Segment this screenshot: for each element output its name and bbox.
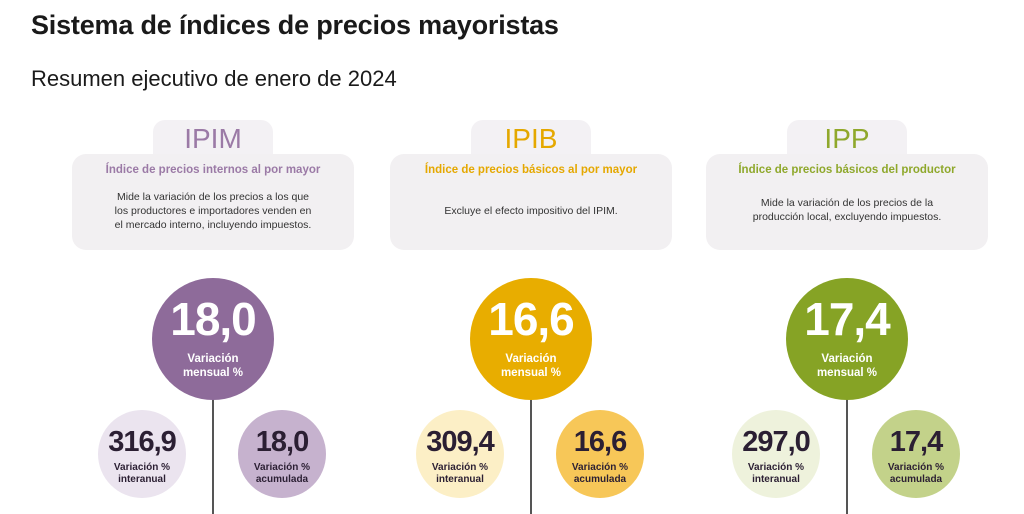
cumulative-variation-label: Variación % acumulada xyxy=(571,462,629,485)
cumulative-variation-label: Variación % acumulada xyxy=(887,462,945,485)
index-heading: Índice de precios básicos al por mayor xyxy=(424,164,638,176)
index-column-ipib: IPIB Índice de precios básicos al por ma… xyxy=(390,120,672,514)
index-code-tab: IPIM xyxy=(153,120,273,158)
index-description-card: Índice de precios básicos del productor … xyxy=(706,154,988,250)
yearly-variation-circle: 316,9 Variación % interanual xyxy=(98,410,186,498)
yearly-variation-value: 316,9 xyxy=(108,426,177,458)
index-code-tab: IPP xyxy=(787,120,907,158)
description-line: producción local, excluyendo impuestos. xyxy=(752,211,942,223)
index-description: Mide la variación de los precios de la p… xyxy=(718,196,976,224)
index-description-card: Índice de precios básicos al por mayor E… xyxy=(390,154,672,250)
index-description-card: Índice de precios internos al por mayor … xyxy=(72,154,354,250)
yearly-variation-value: 309,4 xyxy=(426,426,495,458)
cumulative-variation-circle: 16,6 Variación % acumulada xyxy=(556,410,644,498)
index-heading: Índice de precios básicos del productor xyxy=(738,164,956,176)
connector-line xyxy=(846,390,848,514)
description-line: el mercado interno, incluyendo impuestos… xyxy=(114,219,312,231)
yearly-variation-label: Variación % interanual xyxy=(431,462,489,485)
monthly-variation-circle: 16,6 Variación mensual % xyxy=(470,278,592,400)
cumulative-variation-value: 17,4 xyxy=(889,426,943,458)
page-title: Sistema de índices de precios mayoristas xyxy=(31,10,559,40)
cumulative-variation-circle: 17,4 Variación % acumulada xyxy=(872,410,960,498)
cumulative-variation-value: 18,0 xyxy=(255,426,309,458)
yearly-variation-circle: 297,0 Variación % interanual xyxy=(732,410,820,498)
page-subtitle: Resumen ejecutivo de enero de 2024 xyxy=(31,66,397,91)
index-description: Excluye el efecto impositivo del IPIM. xyxy=(402,204,660,218)
connector-line xyxy=(212,390,214,514)
index-column-ipp: IPP Índice de precios básicos del produc… xyxy=(706,120,988,514)
index-column-ipim: IPIM Índice de precios internos al por m… xyxy=(72,120,354,514)
yearly-variation-value: 297,0 xyxy=(742,426,811,458)
yearly-variation-label: Variación % interanual xyxy=(113,462,171,485)
monthly-variation-value: 17,4 xyxy=(804,293,891,345)
description-line: Mide la variación de los precios a los q… xyxy=(116,191,310,203)
monthly-variation-circle: 17,4 Variación mensual % xyxy=(786,278,908,400)
monthly-variation-label: Variación mensual % xyxy=(182,353,244,379)
yearly-variation-label: Variación % interanual xyxy=(747,462,805,485)
monthly-variation-label: Variación mensual % xyxy=(816,353,878,379)
connector-line xyxy=(530,390,532,514)
description-line: Mide la variación de los precios de la xyxy=(760,197,934,209)
yearly-variation-circle: 309,4 Variación % interanual xyxy=(416,410,504,498)
index-description: Mide la variación de los precios a los q… xyxy=(84,190,342,232)
cumulative-variation-value: 16,6 xyxy=(573,426,627,458)
monthly-variation-circle: 18,0 Variación mensual % xyxy=(152,278,274,400)
monthly-variation-label: Variación mensual % xyxy=(500,353,562,379)
cumulative-variation-label: Variación % acumulada xyxy=(253,462,311,485)
description-line: Excluye el efecto impositivo del IPIM. xyxy=(444,205,618,217)
cumulative-variation-circle: 18,0 Variación % acumulada xyxy=(238,410,326,498)
monthly-variation-value: 16,6 xyxy=(488,293,575,345)
index-heading: Índice de precios internos al por mayor xyxy=(105,164,321,176)
index-code-tab: IPIB xyxy=(471,120,591,158)
monthly-variation-value: 18,0 xyxy=(170,293,257,345)
description-line: los productores e importadores venden en xyxy=(114,205,312,217)
